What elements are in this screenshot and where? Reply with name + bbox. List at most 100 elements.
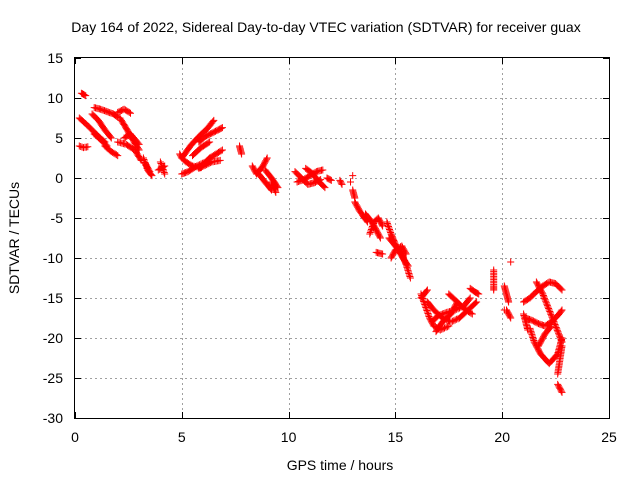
data-point	[107, 134, 115, 142]
data-points	[75, 89, 566, 396]
data-point	[558, 306, 566, 314]
data-point	[337, 179, 345, 187]
data-point	[209, 118, 217, 125]
data-point	[473, 298, 481, 306]
data-point	[468, 310, 476, 318]
data-point	[379, 250, 387, 258]
y-tick-label: 0	[55, 170, 63, 186]
data-point	[440, 310, 448, 317]
y-tick-label: 5	[55, 130, 63, 146]
data-point	[451, 316, 459, 324]
x-tick-label: 25	[601, 429, 617, 445]
data-point	[475, 290, 483, 298]
y-tick-label: -5	[51, 210, 64, 226]
y-tick-label: -15	[43, 290, 63, 306]
data-point	[505, 298, 513, 306]
data-point	[204, 139, 212, 147]
data-point	[114, 152, 122, 160]
data-point	[558, 286, 566, 294]
y-tick-label: -25	[43, 370, 63, 386]
data-point	[349, 172, 357, 180]
x-tick-label: 20	[494, 429, 510, 445]
data-point	[558, 342, 566, 350]
data-point	[125, 108, 133, 116]
data-point	[148, 172, 156, 180]
data-point	[546, 308, 554, 315]
data-point	[263, 154, 271, 162]
data-point	[379, 222, 387, 230]
data-point	[445, 322, 453, 330]
y-axis-label: SDTVAR / TECUs	[6, 182, 22, 294]
data-point	[549, 316, 557, 324]
data-point	[218, 124, 226, 132]
data-point	[557, 285, 565, 293]
data-point	[161, 162, 169, 170]
data-point	[441, 324, 448, 332]
data-point	[82, 92, 90, 100]
data-point	[543, 302, 551, 310]
data-point	[423, 286, 431, 294]
data-point	[443, 323, 451, 331]
data-point	[84, 143, 92, 151]
x-tick-label: 15	[388, 429, 404, 445]
data-point	[545, 305, 553, 312]
data-point	[217, 147, 225, 155]
data-point	[127, 109, 134, 117]
plot-frame	[74, 57, 610, 419]
data-point	[556, 332, 564, 340]
data-point	[547, 322, 555, 330]
data-point	[472, 299, 479, 307]
data-point	[540, 293, 548, 301]
data-point	[161, 170, 169, 178]
data-point	[134, 139, 142, 147]
data-point	[423, 287, 430, 295]
x-axis-label: GPS time / hours	[287, 457, 394, 473]
x-tick-label: 0	[71, 429, 79, 445]
data-point	[319, 166, 327, 174]
data-point	[548, 312, 555, 320]
data-point	[465, 295, 473, 303]
data-point	[368, 223, 376, 230]
y-tick-label: -10	[43, 250, 63, 266]
data-point	[541, 294, 548, 302]
data-point	[550, 319, 558, 327]
data-point	[507, 258, 515, 266]
data-point	[376, 234, 384, 242]
data-point	[541, 296, 549, 304]
data-point	[406, 274, 414, 282]
data-point	[542, 297, 550, 305]
data-point	[558, 388, 566, 396]
data-point	[490, 286, 498, 294]
data-point	[545, 306, 553, 314]
data-point	[548, 313, 556, 321]
data-point	[447, 318, 455, 326]
data-point	[557, 337, 565, 344]
data-point	[555, 331, 563, 339]
data-point	[146, 168, 154, 176]
data-point	[210, 116, 218, 124]
data-point	[272, 188, 280, 196]
data-point	[376, 233, 384, 241]
data-point	[423, 308, 431, 316]
y-tick-label: 15	[47, 50, 63, 66]
data-point	[466, 294, 474, 302]
data-point	[542, 299, 550, 307]
data-point	[436, 311, 443, 319]
data-point	[367, 227, 375, 235]
data-point	[386, 226, 393, 233]
data-point	[320, 183, 328, 190]
data-point	[555, 329, 562, 337]
data-point	[474, 289, 482, 297]
data-point	[217, 124, 225, 132]
data-point	[467, 309, 475, 317]
data-point	[326, 176, 334, 184]
axis-ticks	[75, 58, 610, 419]
data-point	[422, 304, 430, 311]
data-point	[554, 328, 562, 336]
y-tick-labels: 15 10 5 0 -5 -10 -15 -20 -25 -30	[43, 50, 63, 426]
chart-title: Day 164 of 2022, Sidereal Day-to-day VTE…	[71, 19, 580, 35]
y-tick-label: -30	[43, 410, 63, 426]
x-tick-labels: 0 5 10 15 20 25	[71, 429, 617, 445]
data-point	[544, 303, 552, 311]
data-point	[551, 321, 559, 328]
